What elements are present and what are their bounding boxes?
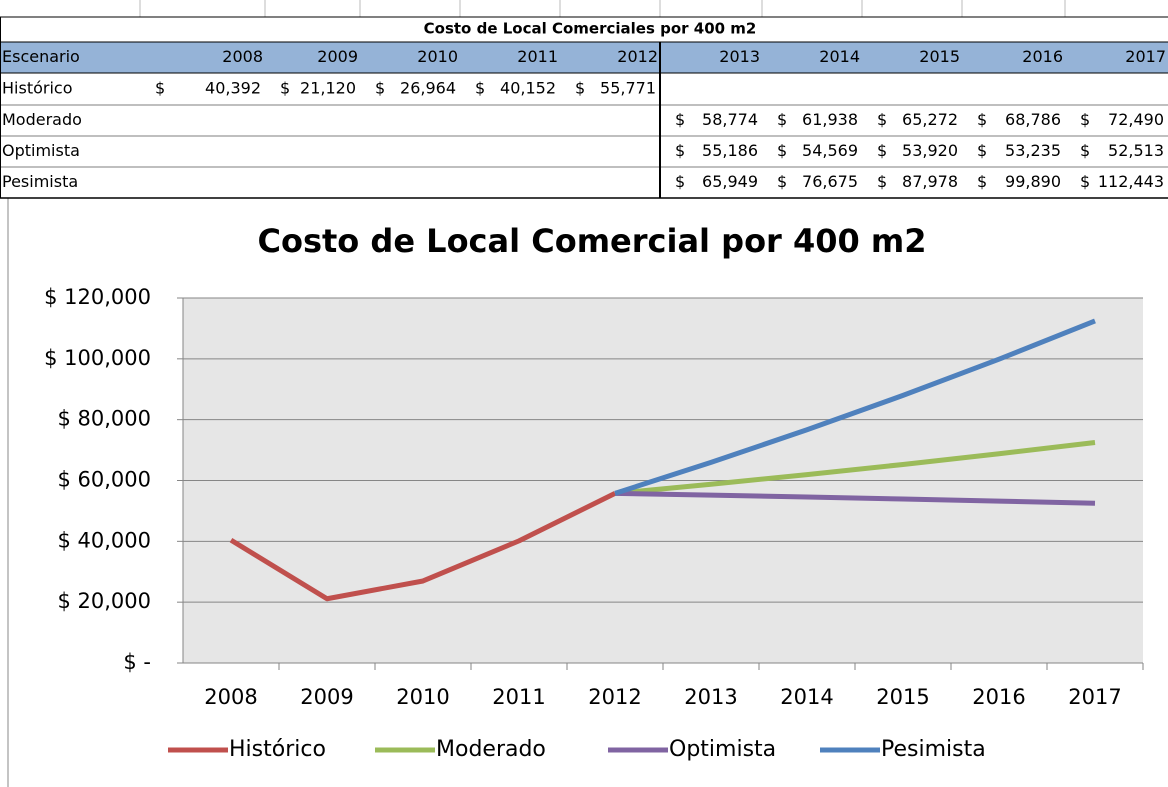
x-tick-label: 2010: [396, 685, 449, 709]
y-tick-label: $ 80,000: [57, 407, 151, 431]
header-cell: Escenario: [2, 47, 80, 66]
currency-symbol: $: [977, 172, 987, 191]
row-label: Optimista: [2, 141, 80, 160]
legend-label: Pesimista: [881, 737, 986, 762]
currency-symbol: $: [877, 141, 887, 160]
legend-label: Optimista: [669, 737, 776, 762]
currency-symbol: $: [675, 110, 685, 129]
currency-symbol: $: [155, 79, 165, 98]
x-tick-label: 2015: [876, 685, 929, 709]
currency-symbol: $: [675, 172, 685, 191]
amount-cell: 40,152: [500, 79, 556, 98]
x-tick-label: 2014: [780, 685, 833, 709]
header-cell: 2013: [719, 47, 760, 66]
currency-symbol: $: [280, 79, 290, 98]
currency-symbol: $: [777, 141, 787, 160]
amount-cell: 68,786: [1005, 110, 1061, 129]
currency-symbol: $: [675, 141, 685, 160]
amount-cell: 21,120: [300, 79, 356, 98]
header-cell: 2017: [1125, 47, 1166, 66]
series-line: [614, 490, 1096, 506]
header-cell: 2009: [317, 47, 358, 66]
amount-cell: 54,569: [802, 141, 858, 160]
currency-symbol: $: [1080, 172, 1090, 191]
series-line: [614, 440, 1096, 496]
row-label: Pesimista: [2, 172, 78, 191]
amount-cell: 55,771: [600, 79, 656, 98]
currency-symbol: $: [877, 110, 887, 129]
currency-symbol: $: [777, 172, 787, 191]
y-tick-label: $ -: [123, 650, 151, 674]
amount-cell: 58,774: [702, 110, 758, 129]
header-cell: 2016: [1022, 47, 1063, 66]
header-cell: 2008: [222, 47, 263, 66]
amount-cell: 53,920: [902, 141, 958, 160]
amount-cell: 55,186: [702, 141, 758, 160]
header-cell: 2015: [919, 47, 960, 66]
series-line: [229, 491, 617, 602]
amount-cell: 72,490: [1108, 110, 1164, 129]
currency-symbol: $: [375, 79, 385, 98]
amount-cell: 52,513: [1108, 141, 1164, 160]
x-tick-label: 2008: [204, 685, 257, 709]
x-tick-label: 2013: [684, 685, 737, 709]
amount-cell: 40,392: [205, 79, 261, 98]
x-tick-label: 2012: [588, 685, 641, 709]
y-tick-label: $ 20,000: [57, 589, 151, 613]
y-tick-label: $ 60,000: [57, 468, 151, 492]
header-cell: 2011: [517, 47, 558, 66]
header-cell: 2014: [819, 47, 860, 66]
currency-symbol: $: [575, 79, 585, 98]
header-fill: [0, 42, 1168, 73]
legend-label: Moderado: [436, 737, 546, 762]
x-tick-label: 2011: [492, 685, 545, 709]
currency-symbol: $: [977, 141, 987, 160]
row-label: Moderado: [2, 110, 82, 129]
series-line: [614, 318, 1096, 496]
currency-symbol: $: [475, 79, 485, 98]
x-tick-label: 2017: [1068, 685, 1121, 709]
currency-symbol: $: [1080, 141, 1090, 160]
header-cell: 2012: [617, 47, 658, 66]
amount-cell: 99,890: [1005, 172, 1061, 191]
y-tick-label: $ 120,000: [44, 285, 151, 309]
amount-cell: 65,949: [702, 172, 758, 191]
x-tick-label: 2009: [300, 685, 353, 709]
legend-label: Histórico: [229, 737, 326, 762]
amount-cell: 87,978: [902, 172, 958, 191]
y-tick-label: $ 40,000: [57, 528, 151, 552]
row-label: Histórico: [2, 79, 72, 98]
chart-title: Costo de Local Comercial por 400 m2: [257, 222, 926, 260]
amount-cell: 61,938: [802, 110, 858, 129]
amount-cell: 76,675: [802, 172, 858, 191]
currency-symbol: $: [777, 110, 787, 129]
currency-symbol: $: [1080, 110, 1090, 129]
x-tick-label: 2016: [972, 685, 1025, 709]
currency-symbol: $: [877, 172, 887, 191]
currency-symbol: $: [977, 110, 987, 129]
amount-cell: 65,272: [902, 110, 958, 129]
amount-cell: 26,964: [400, 79, 456, 98]
amount-cell: 112,443: [1098, 172, 1164, 191]
y-tick-label: $ 100,000: [44, 346, 151, 370]
header-cell: 2010: [417, 47, 458, 66]
table-title: Costo de Local Comerciales por 400 m2: [424, 20, 757, 38]
amount-cell: 53,235: [1005, 141, 1061, 160]
